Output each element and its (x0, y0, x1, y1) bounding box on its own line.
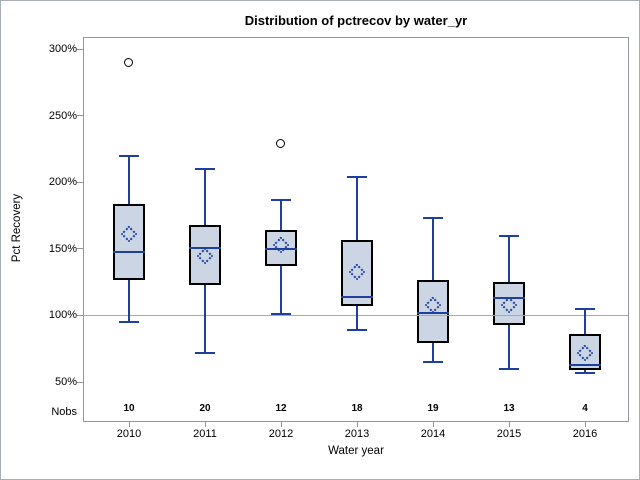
lower-whisker (584, 370, 586, 373)
x-tick-mark (129, 422, 130, 427)
y-tick-mark (77, 48, 83, 50)
box (417, 279, 449, 344)
median-line (341, 295, 373, 298)
x-axis-title: Water year (328, 445, 384, 457)
outlier-point (124, 57, 133, 67)
nobs-value: 20 (199, 403, 211, 414)
lower-whisker (204, 284, 206, 353)
upper-whisker-cap (499, 234, 519, 237)
lower-whisker-cap (195, 351, 215, 354)
x-tick-mark (357, 422, 358, 427)
chart-title: Distribution of pctrecov by water_yr (244, 13, 468, 28)
lower-whisker (432, 343, 434, 363)
upper-whisker (204, 169, 206, 225)
median-line (493, 297, 525, 300)
upper-whisker-cap (575, 307, 595, 310)
x-tick-label: 2011 (193, 428, 217, 440)
upper-whisker-cap (195, 168, 215, 171)
lower-whisker (356, 306, 358, 331)
x-tick-mark (205, 422, 206, 427)
lower-whisker-cap (423, 361, 443, 364)
x-tick-mark (433, 422, 434, 427)
y-tick-mark (77, 381, 83, 383)
upper-whisker (584, 308, 586, 335)
x-tick-label: 2016 (572, 428, 598, 440)
median-line (189, 246, 221, 249)
upper-whisker (356, 177, 358, 240)
lower-whisker-cap (119, 321, 139, 324)
y-tick-mark (77, 248, 83, 250)
median-line (265, 247, 297, 250)
nobs-value: 13 (503, 403, 515, 414)
upper-whisker-cap (347, 176, 367, 179)
nobs-value: 18 (351, 403, 363, 414)
upper-whisker-cap (423, 217, 443, 220)
lower-whisker-cap (271, 313, 291, 316)
outlier-point (276, 138, 285, 148)
y-tick-label: 150% (48, 242, 77, 255)
y-tick-label: 50% (54, 376, 77, 388)
upper-whisker (508, 235, 510, 283)
lower-whisker-cap (499, 367, 519, 370)
y-tick-mark (77, 115, 83, 117)
x-tick-label: 2010 (116, 428, 142, 440)
y-tick-label: 100% (48, 309, 77, 322)
x-tick-label: 2012 (268, 428, 294, 440)
x-tick-mark (509, 422, 510, 427)
upper-whisker (432, 218, 434, 280)
lower-whisker (128, 279, 130, 323)
median-line (417, 311, 449, 314)
nobs-value: 10 (123, 403, 135, 414)
x-tick-mark (585, 422, 586, 427)
box (113, 203, 145, 280)
x-tick-mark (281, 422, 282, 427)
box (493, 282, 525, 325)
nobs-value: 19 (427, 403, 439, 414)
nobs-row-label: Nobs (51, 406, 77, 418)
nobs-value: 12 (275, 403, 287, 414)
lower-whisker-cap (575, 371, 595, 374)
upper-whisker (280, 199, 282, 231)
median-line (569, 363, 601, 366)
lower-whisker-cap (347, 329, 367, 332)
box (341, 239, 373, 307)
x-tick-label: 2013 (344, 428, 370, 440)
lower-whisker (508, 324, 510, 369)
upper-whisker (128, 155, 130, 204)
box (189, 224, 221, 285)
x-tick-label: 2015 (496, 428, 522, 440)
lower-whisker (280, 266, 282, 315)
x-tick-label: 2014 (420, 428, 446, 440)
y-tick-label: 200% (48, 176, 77, 189)
y-tick-mark (77, 181, 83, 183)
upper-whisker-cap (271, 198, 291, 201)
nobs-value: 4 (582, 403, 588, 414)
y-tick-mark (77, 314, 83, 316)
y-tick-label: 250% (48, 109, 77, 122)
median-line (113, 250, 145, 253)
upper-whisker-cap (119, 154, 139, 157)
y-tick-label: 300% (48, 43, 77, 56)
